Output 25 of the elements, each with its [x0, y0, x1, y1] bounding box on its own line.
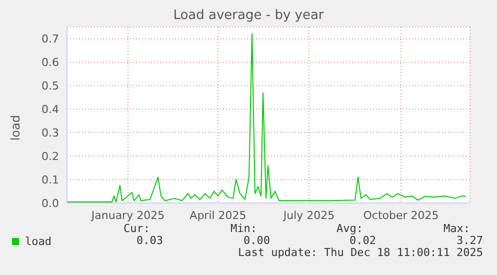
y-tick-label: 0.7 [42, 32, 59, 46]
text: Max: [444, 222, 470, 235]
y-tick-label: 0.2 [42, 150, 59, 163]
y-tick-label: 0.1 [42, 173, 59, 186]
y-tick-label: 0.6 [42, 56, 59, 70]
x-tick-label: October 2025 [363, 208, 439, 222]
x-tick-label: January 2025 [90, 208, 165, 222]
text: Min: [230, 222, 257, 235]
y-tick-label: 0.0 [42, 196, 59, 210]
chart-title: Load average - by year [172, 8, 325, 23]
x-tick-label: July 2025 [282, 208, 335, 222]
text: 3.27 [456, 234, 483, 247]
text: Last update: Thu Dec 18 11:00:11 2025 [238, 246, 483, 259]
text: Cur: [124, 222, 150, 235]
y-axis-title: load [8, 115, 22, 141]
line-series [67, 34, 466, 202]
x-tick-label: April 2025 [190, 208, 246, 222]
text: 0.00 [244, 234, 270, 247]
y-tick-label: 0.3 [42, 126, 59, 140]
legend-label: load [25, 235, 52, 248]
text: Avg: [336, 222, 363, 235]
text: 0.02 [350, 234, 376, 247]
text: 0.03 [136, 234, 163, 247]
y-tick-label: 0.4 [42, 103, 59, 116]
y-tick-label: 0.5 [42, 80, 59, 93]
